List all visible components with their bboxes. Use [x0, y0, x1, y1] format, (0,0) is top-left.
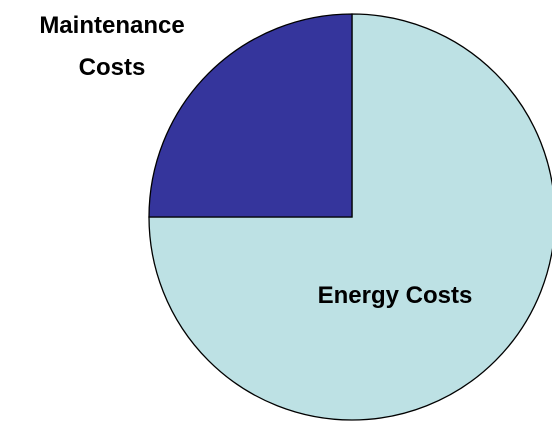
pie-slice-maintenance-costs	[148, 13, 353, 218]
pie-slices	[148, 13, 552, 421]
pie-label-energy-costs: Energy Costs	[318, 282, 473, 309]
pie-label-line: Maintenance	[39, 12, 184, 39]
pie-label-maintenance-costs: Maintenance Costs	[39, 12, 184, 81]
pie-labels: Energy Costs Maintenance Costs	[39, 12, 472, 309]
pie-label-line: Energy Costs	[318, 282, 473, 309]
pie-label-line: Costs	[79, 54, 146, 81]
